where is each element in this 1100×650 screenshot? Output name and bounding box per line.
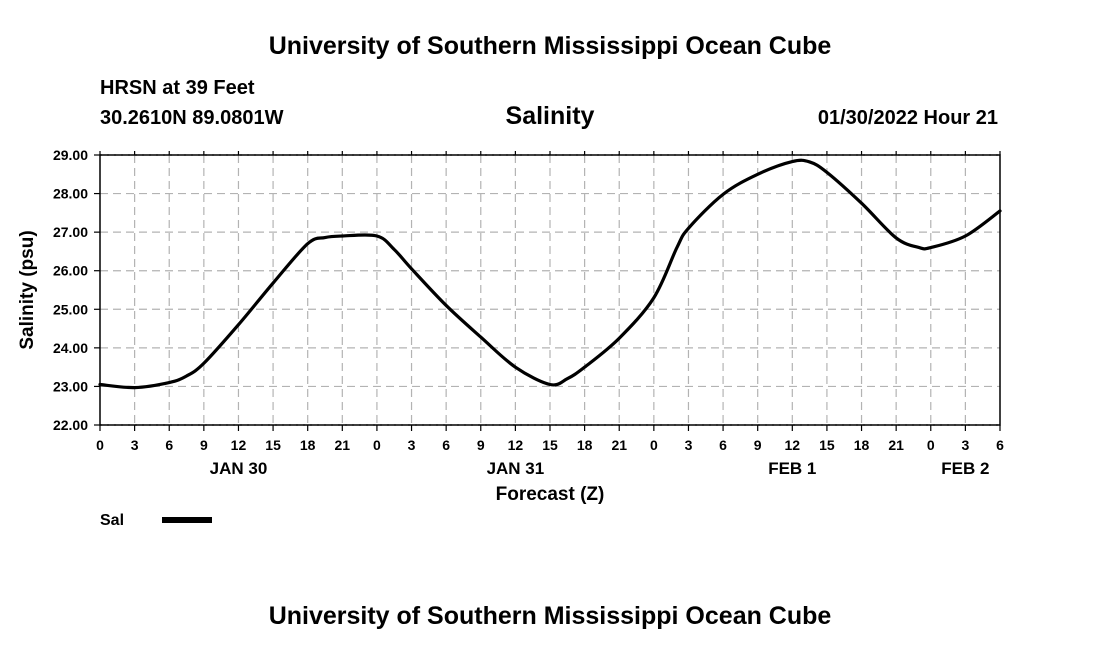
coordinates-label: 30.2610N 89.0801W (100, 107, 284, 129)
y-tick-label: 27.00 (53, 224, 88, 240)
x-tick-label: 12 (785, 437, 801, 453)
date-label: JAN 31 (487, 459, 545, 478)
x-tick-label: 18 (577, 437, 593, 453)
axis-labels: 22.00 23.00 24.00 25.00 26.00 27.00 28.00 29.00… (53, 147, 1004, 478)
date-label: FEB 2 (941, 459, 989, 478)
y-tick-label: 28.00 (53, 186, 88, 202)
x-tick-label: 3 (685, 437, 693, 453)
chart-title: Salinity (506, 102, 595, 130)
x-tick-label: 3 (408, 437, 416, 453)
x-tick-label: 0 (373, 437, 381, 453)
date-label: FEB 1 (768, 459, 816, 478)
x-tick-label: 9 (200, 437, 208, 453)
x-tick-label: 6 (719, 437, 727, 453)
x-tick-label: 6 (442, 437, 450, 453)
x-tick-label: 21 (888, 437, 904, 453)
page-title: University of Southern Mississippi Ocean… (269, 32, 832, 60)
x-tick-label: 15 (542, 437, 558, 453)
y-tick-label: 24.00 (53, 340, 88, 356)
footer-title: University of Southern Mississippi Ocean… (269, 602, 832, 630)
y-tick-label: 26.00 (53, 263, 88, 279)
x-tick-label: 18 (854, 437, 870, 453)
x-tick-label: 15 (265, 437, 281, 453)
x-tick-label: 15 (819, 437, 835, 453)
plot-frame (99, 154, 1001, 426)
x-tick-label: 9 (477, 437, 485, 453)
legend-label-sal: Sal (100, 512, 124, 529)
y-axis-title: Salinity (psu) (17, 230, 38, 349)
x-tick-label: 21 (335, 437, 351, 453)
y-tick-label: 25.00 (53, 301, 88, 317)
date-label: JAN 30 (210, 459, 268, 478)
x-axis-title: Forecast (Z) (496, 484, 605, 505)
station-label: HRSN at 39 Feet (100, 77, 255, 99)
x-tick-label: 3 (131, 437, 139, 453)
x-tick-label: 12 (231, 437, 247, 453)
x-tick-label: 0 (96, 437, 104, 453)
x-tick-label: 6 (165, 437, 173, 453)
y-tick-label: 23.00 (53, 378, 88, 394)
x-tick-label: 12 (508, 437, 524, 453)
x-tick-label: 0 (927, 437, 935, 453)
x-tick-label: 9 (754, 437, 762, 453)
timestamp-label: 01/30/2022 Hour 21 (818, 107, 998, 129)
series-line-sal (98, 158, 1002, 390)
y-tick-label: 29.00 (53, 147, 88, 163)
y-tick-label: 22.00 (53, 417, 88, 433)
x-tick-label: 18 (300, 437, 316, 453)
x-tick-label: 0 (650, 437, 658, 453)
x-tick-label: 21 (611, 437, 627, 453)
x-tick-label: 6 (996, 437, 1004, 453)
x-tick-label: 3 (961, 437, 969, 453)
